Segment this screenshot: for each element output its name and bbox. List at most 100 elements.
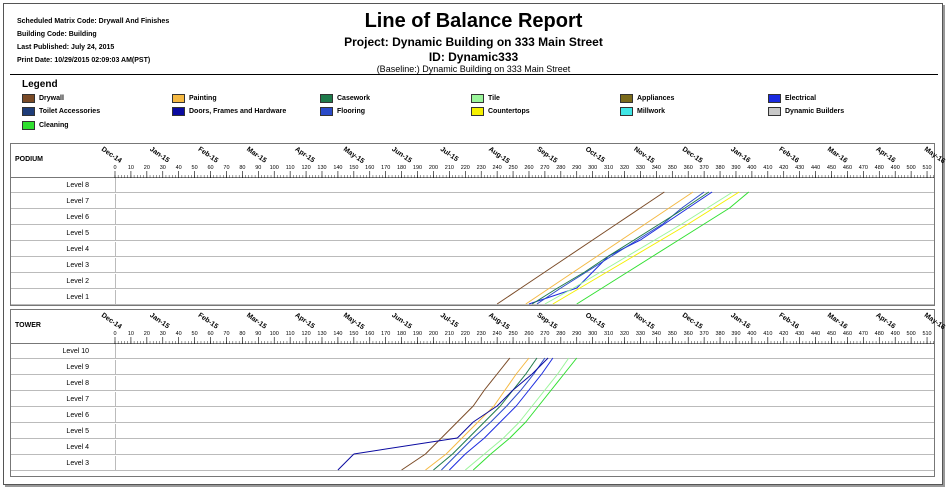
- month-label: Mar-16: [826, 312, 849, 331]
- day-tick-label: 210: [445, 165, 454, 171]
- series-segment: [560, 271, 587, 289]
- series-segment: [592, 255, 609, 273]
- series-segment: [608, 239, 635, 257]
- day-tick-label: 500: [907, 331, 916, 337]
- series-segment: [461, 421, 479, 439]
- series-line: [531, 191, 710, 305]
- month-label: Nov-15: [632, 312, 655, 331]
- series-segment: [472, 421, 492, 439]
- day-tick-label: 210: [445, 331, 454, 337]
- series-segment: [592, 223, 617, 241]
- series-segment: [640, 223, 665, 241]
- series-line: [576, 191, 750, 305]
- legend-label: Millwork: [637, 108, 666, 115]
- series-line: [464, 357, 570, 471]
- day-tick-label: 390: [731, 331, 740, 337]
- series-segment: [515, 389, 530, 407]
- day-tick-label: 180: [397, 165, 406, 171]
- level-label: Level 8: [66, 182, 89, 189]
- series-segment: [520, 271, 546, 289]
- series-segment: [496, 357, 511, 375]
- day-tick-label: 120: [301, 331, 310, 337]
- legend-item: Doors, Frames and Hardware: [172, 107, 286, 116]
- day-tick-label: 400: [747, 165, 756, 171]
- series-segment: [456, 421, 474, 439]
- legend-swatch: [320, 107, 333, 116]
- month-label: Dec-14: [100, 312, 123, 331]
- day-tick-label: 240: [493, 165, 502, 171]
- day-tick-label: 430: [795, 165, 804, 171]
- level-label: Level 1: [66, 294, 89, 301]
- month-label: Jun-15: [390, 146, 413, 165]
- series-segment: [493, 389, 506, 407]
- series-line: [401, 357, 511, 471]
- series-segment: [703, 207, 730, 225]
- legend-item: Countertops: [471, 107, 530, 116]
- day-tick-label: 20: [144, 331, 150, 337]
- month-label: Aug-15: [487, 146, 511, 165]
- month-label: Nov-15: [632, 146, 655, 165]
- day-tick-label: 300: [588, 331, 597, 337]
- level-row: Level 4: [11, 440, 934, 455]
- level-row: Level 5: [11, 226, 934, 241]
- month-label: Feb-16: [778, 146, 801, 165]
- series-segment: [496, 287, 522, 305]
- series-segment: [644, 207, 670, 225]
- month-label: Oct-15: [584, 146, 606, 164]
- legend-swatch: [22, 107, 35, 116]
- day-tick-label: 90: [255, 331, 261, 337]
- level-track: [115, 360, 934, 374]
- level-track: [115, 194, 934, 208]
- day-tick-label: 480: [875, 331, 884, 337]
- month-label: Apr-15: [293, 146, 315, 165]
- series-segment: [456, 437, 474, 455]
- day-tick-label: 100: [270, 331, 279, 337]
- level-label: Level 10: [62, 348, 89, 355]
- day-tick-label: 460: [843, 165, 852, 171]
- day-tick-label: 370: [700, 165, 709, 171]
- day-tick-label: 10: [128, 165, 134, 171]
- series-segment: [678, 223, 705, 241]
- month-label: Feb-16: [778, 312, 801, 331]
- day-tick-label: 470: [859, 165, 868, 171]
- day-tick-label: 50: [192, 331, 198, 337]
- level-track: [115, 344, 934, 358]
- day-tick-label: 180: [397, 331, 406, 337]
- series-segment: [441, 453, 458, 471]
- series-segment: [573, 271, 601, 289]
- series-segment: [687, 191, 713, 209]
- series-segment: [472, 453, 492, 471]
- day-tick-label: 110: [286, 331, 295, 337]
- day-tick-label: 130: [317, 331, 326, 337]
- series-segment: [515, 357, 530, 375]
- series-segment: [433, 453, 453, 471]
- series-segment: [506, 389, 522, 407]
- level-row: Level 4: [11, 242, 934, 257]
- level-row: Level 8: [11, 178, 934, 193]
- level-track: [115, 290, 934, 304]
- day-tick-label: 390: [731, 165, 740, 171]
- series-segment: [472, 405, 498, 423]
- series-segment: [499, 405, 517, 423]
- legend-item: Cleaning: [22, 121, 69, 130]
- day-tick-label: 420: [779, 165, 788, 171]
- series-segment: [713, 191, 740, 209]
- legend-label: Cleaning: [39, 122, 69, 129]
- day-tick-label: 160: [365, 165, 374, 171]
- level-label: Level 5: [66, 428, 89, 435]
- series-segment: [729, 191, 750, 209]
- month-label: Sep-15: [535, 146, 558, 165]
- series-segment: [531, 357, 549, 375]
- legend-swatch: [471, 94, 484, 103]
- series-segment: [484, 405, 501, 423]
- legend-item: Toilet Accessories: [22, 107, 100, 116]
- series-segment: [472, 389, 485, 407]
- day-tick-label: 140: [333, 331, 342, 337]
- legend-item: Millwork: [620, 107, 665, 116]
- series-segment: [600, 255, 628, 273]
- day-tick-label: 20: [144, 165, 150, 171]
- level-label: Level 8: [66, 380, 89, 387]
- day-tick-label: 170: [381, 165, 390, 171]
- level-row: Level 2: [11, 274, 934, 289]
- month-label: Dec-15: [681, 146, 704, 165]
